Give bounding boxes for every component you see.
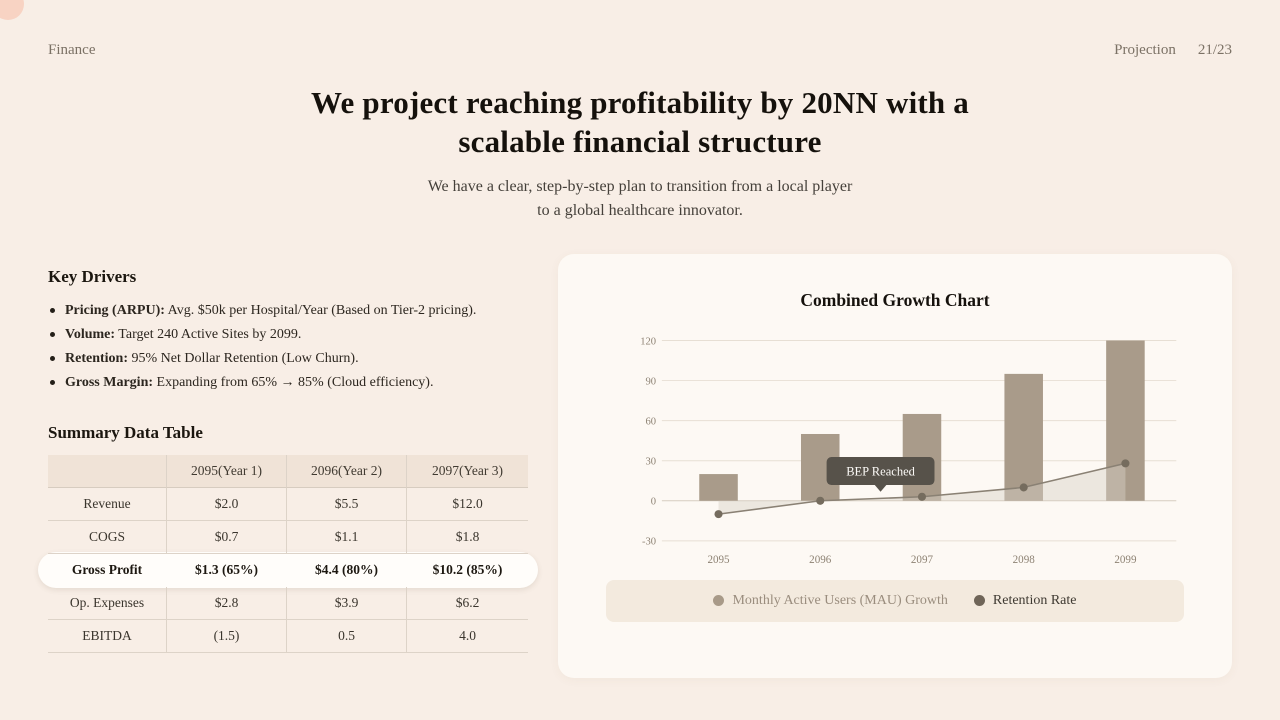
table-row: Op. Expenses $2.8 $3.9 $6.2 <box>48 587 528 621</box>
table-header-row: 2095(Year 1) 2096(Year 2) 2097(Year 3) <box>48 455 528 489</box>
y-tick-label: 120 <box>640 336 656 347</box>
table-cell: 4.0 <box>407 620 528 654</box>
table-cell: (1.5) <box>167 620 287 654</box>
x-tick-label: 2096 <box>809 554 832 566</box>
chart-card: Combined Growth Chart -30 0 30 60 90 120 2095 2… <box>558 254 1232 678</box>
legend-dot <box>973 595 985 607</box>
combined-growth-chart: -30 0 30 60 90 120 2095 2096 2097 2098 2099 BEP Rea… <box>640 336 1177 566</box>
title-block: We project reaching profitability by 20N… <box>0 84 1280 224</box>
retention-points <box>714 459 1130 519</box>
table-cell: $2.8 <box>167 587 287 621</box>
legend-item: Monthly Active Users (MAU) Growth <box>713 592 948 609</box>
x-tick-label: 2098 <box>1013 554 1036 566</box>
table-cell: $12.0 <box>407 488 528 522</box>
legend-label: Retention Rate <box>992 592 1077 608</box>
bep-badge: BEP Reached <box>826 457 935 492</box>
retention-point <box>917 492 927 501</box>
corner-decoration <box>0 0 24 20</box>
legend-label: Monthly Active Users (MAU) Growth <box>732 592 948 608</box>
table-header-cell: 2095(Year 1) <box>167 455 287 489</box>
y-tick-label: 60 <box>646 416 657 427</box>
table-row-label: Op. Expenses <box>48 587 167 621</box>
x-tick-label: 2097 <box>911 554 934 566</box>
y-tick-label: 90 <box>646 376 657 387</box>
key-driver-item: Pricing (ARPU): Avg. $50k per Hospital/Y… <box>48 299 528 323</box>
table-cell: $1.1 <box>287 521 407 555</box>
table-row: COGS $0.7 $1.1 $1.8 <box>48 521 528 555</box>
slide-title-line2: scalable financial structure <box>458 123 822 159</box>
y-tick-label: -30 <box>642 537 656 548</box>
retention-area <box>718 463 1126 515</box>
slide-title: We project reaching profitability by 20N… <box>0 84 1280 162</box>
slide-subtitle-line2: to a global healthcare innovator. <box>537 202 743 220</box>
table-row-label: EBITDA <box>48 620 167 654</box>
table-cell: $4.4 (80%) <box>315 562 378 578</box>
table-row: EBITDA (1.5) 0.5 4.0 <box>48 620 528 654</box>
table-row: Revenue $2.0 $5.5 $12.0 <box>48 488 528 522</box>
table-row-label: COGS <box>48 521 167 555</box>
svg-text:BEP Reached: BEP Reached <box>846 464 915 478</box>
table-cell: 0.5 <box>287 620 407 654</box>
chart-title: Combined Growth Chart <box>800 290 990 310</box>
table-cell: $3.9 <box>287 587 407 621</box>
slide-subtitle: We have a clear, step-by-step plan to tr… <box>0 175 1280 225</box>
bar <box>1004 373 1043 501</box>
table-cell: $6.2 <box>407 587 528 621</box>
table-cell: $5.5 <box>287 488 407 522</box>
table-cell: $1.3 (65%) <box>195 562 258 578</box>
table-cell: $0.7 <box>167 521 287 555</box>
y-tick-label: 0 <box>651 497 656 508</box>
key-drivers-list: Pricing (ARPU): Avg. $50k per Hospital/Y… <box>48 299 528 395</box>
slide-subtitle-line1: We have a clear, step-by-step plan to tr… <box>427 177 853 195</box>
key-driver-item: Gross Margin: Expanding from 65% → 85% (… <box>48 371 528 395</box>
retention-point <box>1121 459 1130 468</box>
key-drivers-heading: Key Drivers <box>48 267 137 286</box>
legend-dot <box>713 595 725 607</box>
x-tick-label: 2095 <box>707 554 730 566</box>
key-driver-item: Volume: Target 240 Active Sites by 2099. <box>48 323 528 347</box>
table-row-label: Gross Profit <box>71 562 143 578</box>
chart-legend: Monthly Active Users (MAU) Growth Retenti… <box>606 579 1184 622</box>
table-row-label: Revenue <box>48 488 167 522</box>
retention-point <box>714 510 723 519</box>
table-cell: $1.8 <box>407 521 528 555</box>
page-number: 21/23 <box>1197 42 1232 58</box>
legend-item: Retention Rate <box>973 592 1077 609</box>
table-row: Gross Profit $1.3 (65%) $4.4 (80%) $10.2 (8… <box>38 552 538 589</box>
table-cell: $2.0 <box>167 488 287 522</box>
content: Key Drivers Pricing (ARPU): Avg. $50k pe… <box>38 254 1232 678</box>
table-cell: $10.2 (85%) <box>432 562 503 578</box>
retention-point <box>816 496 825 505</box>
topbar: Finance Projection 21/23 <box>48 42 1232 59</box>
slide-title-line1: We project reaching profitability by 20N… <box>311 85 969 120</box>
key-driver-item: Retention: 95% Net Dollar Retention (Low… <box>48 347 528 371</box>
retention-point <box>1019 483 1028 492</box>
table-header-cell: 2097(Year 3) <box>407 455 528 489</box>
summary-table-heading: Summary Data Table <box>48 423 203 443</box>
category-label: Finance <box>48 42 96 58</box>
x-tick-label: 2099 <box>1114 554 1137 566</box>
bar <box>699 474 738 501</box>
table-header-cell <box>48 455 167 489</box>
y-tick-label: 30 <box>646 457 657 468</box>
table-header-cell: 2096(Year 2) <box>287 455 407 489</box>
chart-area: -30 0 30 60 90 120 2095 2096 2097 2098 2099 BEP Rea… <box>606 327 1184 568</box>
left-column: Key Drivers Pricing (ARPU): Avg. $50k pe… <box>38 254 538 654</box>
bar <box>1106 340 1145 501</box>
section-label: Projection <box>1114 42 1176 58</box>
summary-table: 2095(Year 1) 2096(Year 2) 2097(Year 3) Reve… <box>38 455 538 654</box>
